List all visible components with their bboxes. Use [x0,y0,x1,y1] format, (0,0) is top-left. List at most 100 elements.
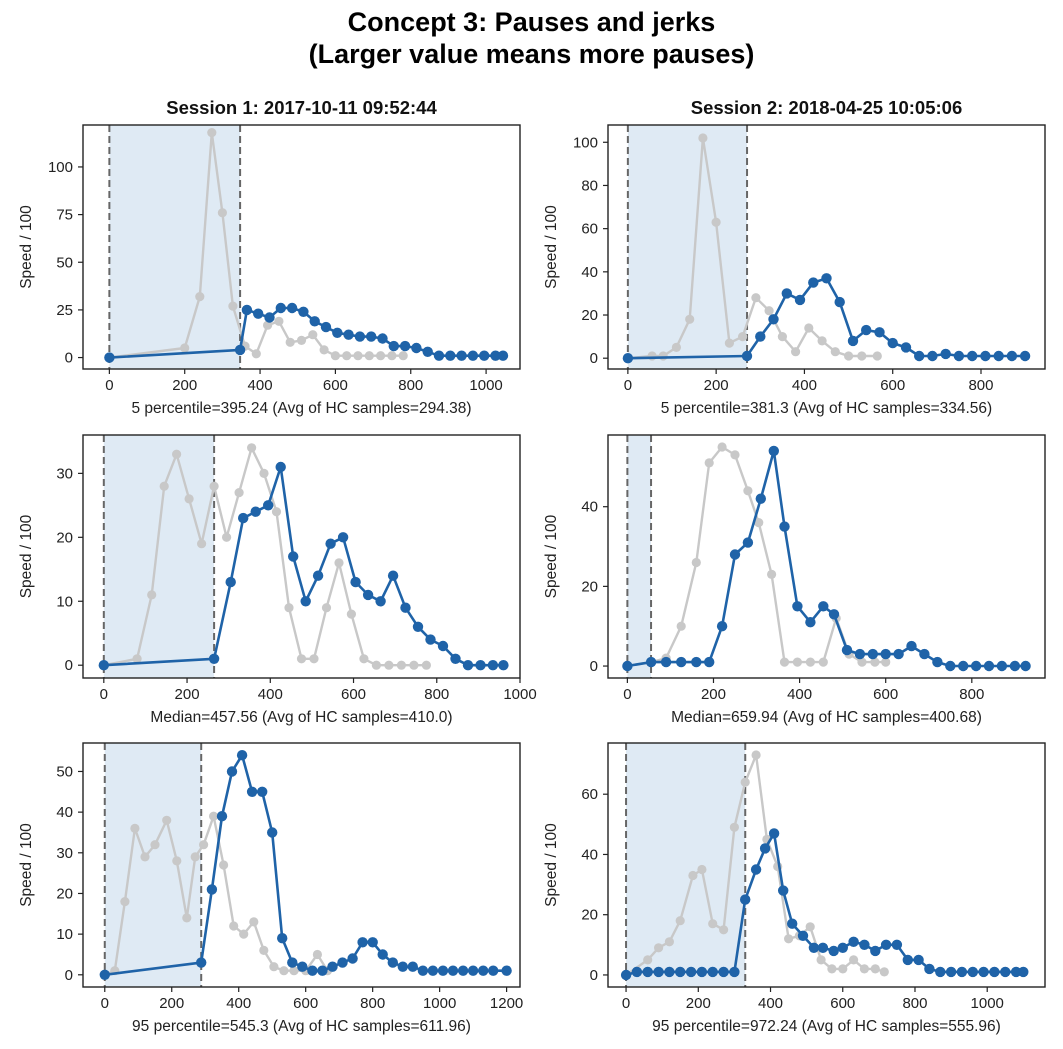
patient-point-24 [479,350,490,361]
patient-point-16 [927,350,938,362]
hc-point-12 [779,657,790,667]
x-tick-label: 1000 [423,995,456,1012]
hc-point-25 [421,660,431,670]
y-tick-label: 20 [581,907,598,924]
subplot-4: 0 200 400 600 800 0 20 40 Median=659.94 (Avg of … [543,434,1046,726]
patient-point-2 [645,656,657,668]
patient-point-19 [867,648,878,660]
hc-point-2 [132,654,142,664]
hc-point-11 [247,443,257,453]
y-tick-label: 50 [56,763,73,780]
x-tick-label: 0 [105,377,113,394]
hc-point-4 [676,621,686,631]
patient-point-9 [834,296,845,308]
patient-point-32 [945,966,957,978]
hc-point-6 [688,870,698,881]
patient-point-2 [234,344,246,356]
patient-point-17 [347,953,358,964]
patient-point-22 [397,961,408,972]
patient-series [620,828,1029,981]
patient-point-19 [808,942,820,953]
patient-point-28 [902,954,913,966]
hc-point-5 [172,449,182,459]
patient-point-14 [900,342,912,353]
x-tick-label: 200 [175,686,200,703]
axes-frame [607,434,1046,679]
patient-point-22 [462,660,474,671]
patient-point-4 [238,512,249,524]
axes-frame [607,742,1046,988]
patient-point-9 [309,316,320,327]
hc-point-6 [184,494,194,504]
y-axis-label: Speed / 100 [543,514,560,598]
patient-point-31 [1020,660,1031,672]
patient-point-22 [906,640,917,652]
patient-point-6 [263,500,274,511]
patient-point-2 [208,653,220,664]
patient-point-31 [935,966,946,978]
patient-point-9 [707,966,718,978]
y-tick-label: 10 [56,593,73,610]
hc-point-11 [740,777,750,787]
patient-point-16 [778,885,789,896]
patient-point-2 [741,350,753,362]
patient-point-26 [437,965,449,976]
hc-point-18 [857,351,867,361]
x-tick-label: 600 [880,377,905,394]
patient-point-14 [317,965,328,976]
patient-point-12 [337,532,349,543]
hc-point-15 [818,657,828,667]
hc-point-5 [217,208,227,218]
patient-point-6 [675,966,686,978]
patient-point-32 [501,965,512,976]
patient-point-14 [759,843,771,854]
y-tick-label: 60 [581,786,598,803]
patient-point-13 [350,576,361,588]
patient-point-20 [980,350,991,362]
patient-point-1 [98,660,110,671]
hc-point-13 [308,330,318,340]
hc-point-9 [743,486,753,496]
hc-point-16 [830,347,840,357]
patient-point-1 [104,352,115,363]
x-tick-label: 600 [873,686,898,703]
patient-point-3 [642,966,653,978]
patient-point-23 [1019,350,1031,362]
patient-point-30 [924,963,935,975]
patient-point-18 [953,350,965,362]
hc-point-18 [857,657,867,667]
shaded-region [627,435,652,678]
patient-point-25 [490,350,501,361]
hc-point-8 [251,349,261,359]
patient-point-10 [320,321,332,333]
y-tick-label: 60 [581,221,598,238]
patient-point-10 [755,493,766,504]
axes-frame [82,434,521,679]
hc-point-10 [274,316,284,326]
patient-point-15 [768,828,780,839]
patient-point-10 [847,335,859,347]
patient-point-24 [932,656,943,668]
hc-line [627,445,886,668]
hc-point-15 [784,934,794,944]
shaded-region [109,125,241,369]
hc-point-14 [284,603,294,613]
hc-series [623,133,882,363]
patient-point-4 [676,656,687,668]
hc-point-3 [120,897,130,907]
shaded-region [104,743,202,987]
subplot-2: 0 200 400 600 800 0 20 40 60 80 100 5 percentile=38… [543,97,1046,417]
hc-point-17 [259,945,269,956]
hc-point-2 [647,351,657,361]
x-tick-label: 200 [686,995,711,1012]
patient-series [99,750,512,980]
patient-point-6 [275,302,286,314]
y-tick-label: 20 [56,529,73,546]
patient-point-12 [874,327,885,338]
hc-point-17 [353,351,363,361]
patient-point-6 [704,656,715,668]
patient-point-20 [880,648,891,660]
patient-point-26 [958,660,969,672]
hc-point-11 [764,306,774,316]
hc-point-12 [751,750,761,760]
